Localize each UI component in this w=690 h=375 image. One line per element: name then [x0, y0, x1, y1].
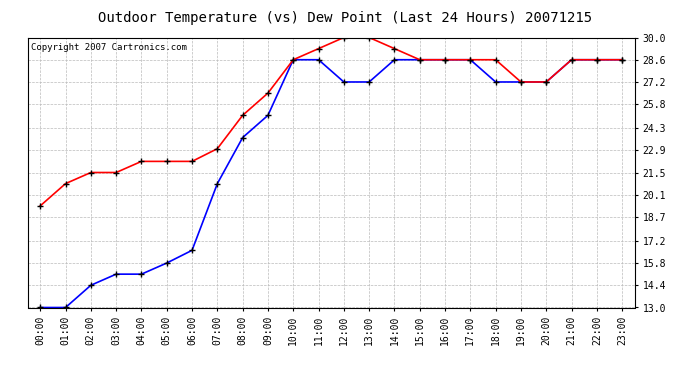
- Text: Outdoor Temperature (vs) Dew Point (Last 24 Hours) 20071215: Outdoor Temperature (vs) Dew Point (Last…: [98, 11, 592, 25]
- Text: Copyright 2007 Cartronics.com: Copyright 2007 Cartronics.com: [30, 43, 186, 52]
